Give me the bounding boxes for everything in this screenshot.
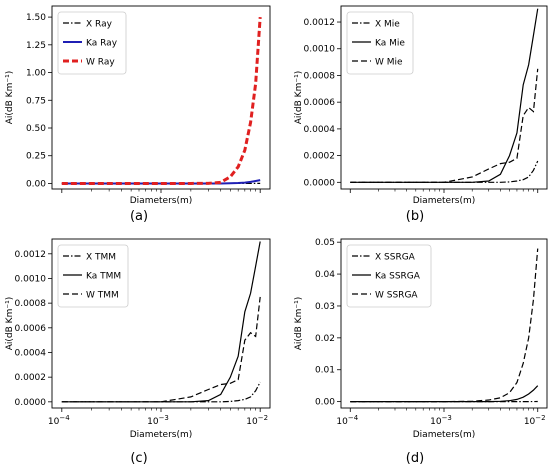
y-tick-label: 1.50	[26, 13, 46, 23]
series-line-ka-tmm	[61, 241, 261, 403]
x-tick-label: 10−2	[524, 414, 546, 427]
x-tick-label: 10−4	[336, 414, 358, 427]
panel-label-b: (b)	[406, 209, 424, 224]
series-line-x-tmm	[61, 381, 261, 403]
y-tick-label: 0.05	[315, 238, 335, 248]
legend: X Mie Ka Mie W Mie	[346, 11, 414, 75]
axes-frame	[51, 238, 271, 409]
y-axis-label: Ai(dB Km⁻¹)	[294, 297, 304, 350]
series-line-w-tmm	[61, 296, 261, 403]
x-tick-label: 10−3	[430, 414, 452, 427]
axes-frame	[340, 238, 548, 409]
legend-label: X SSRGA	[375, 253, 416, 263]
chart-panel-1: 0.00 0.25 0.50 0.75 1.00 1.25 1.50 Diameters(m)…	[5, 5, 271, 206]
y-tick-label: 0.0008	[15, 299, 47, 309]
y-tick-label: 0.50	[26, 124, 46, 134]
y-axis-label: Ai(dB Km⁻¹)	[5, 297, 15, 350]
legend-label: W TMM	[86, 291, 119, 301]
x-axis-label: Diameters(m)	[413, 430, 476, 440]
legend-box	[346, 244, 432, 308]
y-tick-label: 0.0010	[304, 45, 336, 55]
legend-box	[57, 11, 127, 75]
y-tick-label: 0.03	[315, 302, 335, 312]
panel-label-d: (d)	[406, 451, 424, 466]
y-tick-label: 0.0012	[304, 18, 336, 28]
x-axis-label: Diameters(m)	[130, 430, 193, 440]
x-tick-label: 10−4	[48, 414, 70, 427]
y-tick-label: 0.0002	[15, 373, 47, 383]
series-line-x-mie	[350, 160, 539, 183]
y-tick-label: 0.0008	[304, 71, 336, 81]
y-tick-label: 0.0004	[304, 125, 336, 135]
x-axis-label: Diameters(m)	[413, 196, 476, 206]
legend: X SSRGA Ka SSRGA W SSRGA	[346, 244, 432, 308]
y-tick-label: 0.0004	[15, 348, 47, 358]
chart-panel-2: 0.0000 0.0002 0.0004 0.0006 0.0008 0.0010 0.00…	[294, 5, 548, 206]
y-tick-label: 1.00	[26, 69, 46, 79]
y-tick-label: 0.0006	[15, 324, 47, 334]
x-axis-label: Diameters(m)	[130, 196, 193, 206]
legend-label: X Ray	[86, 20, 113, 30]
series-line-w-ssrga	[350, 248, 539, 403]
series-line-w-ray	[61, 16, 262, 185]
legend-label: W SSRGA	[375, 291, 418, 301]
axes-frame	[340, 5, 548, 190]
y-tick-label: 0.0000	[15, 398, 47, 408]
y-tick-label: 0.0006	[304, 98, 336, 108]
legend-label: Ka SSRGA	[375, 272, 421, 282]
axes-frame	[51, 5, 271, 190]
y-tick-label: 0.02	[315, 334, 335, 344]
y-tick-label: 0.25	[26, 152, 46, 162]
legend-label: Ka Mie	[375, 39, 405, 49]
y-tick-label: 0.0000	[304, 178, 336, 188]
x-tick-label: 10−3	[147, 414, 169, 427]
legend: X Ray Ka Ray W Ray	[57, 11, 127, 75]
legend-label: W Ray	[86, 58, 115, 68]
y-tick-label: 0.00	[315, 398, 335, 408]
panel-label-c: (c)	[130, 451, 147, 466]
panel-label-a: (a)	[130, 209, 148, 224]
legend-label: W Mie	[375, 58, 403, 68]
panels: 0.00 0.25 0.50 0.75 1.00 1.25 1.50 Diameters(m)…	[5, 5, 548, 440]
x-tick-label: 10−2	[246, 414, 268, 427]
legend-box	[57, 244, 129, 308]
y-tick-label: 0.01	[315, 366, 335, 376]
y-tick-label: 0.04	[315, 270, 335, 280]
chart-panel-3: 0.0000 0.0002 0.0004 0.0006 0.0008 0.0010 0.00…	[5, 238, 271, 440]
y-tick-label: 0.0010	[15, 274, 47, 284]
series-line-w-mie	[350, 68, 539, 183]
y-tick-label: 1.25	[26, 41, 46, 51]
y-tick-label: 0.0012	[15, 250, 47, 260]
series-line-ka-ssrga	[350, 385, 539, 403]
y-axis-label: Ai(dB Km⁻¹)	[5, 71, 15, 124]
y-tick-label: 0.00	[26, 179, 46, 189]
legend: X TMM Ka TMM W TMM	[57, 244, 129, 308]
chart-panel-4: 0.00 0.01 0.02 0.03 0.04 0.05 10−4 10−3 10−2 Diam…	[294, 238, 548, 440]
series-line-ka-mie	[350, 8, 539, 183]
legend-label: X TMM	[86, 253, 116, 263]
y-axis-label: Ai(dB Km⁻¹)	[294, 71, 304, 124]
y-tick-label: 0.75	[26, 96, 46, 106]
legend-label: Ka TMM	[86, 272, 121, 282]
legend-box	[346, 11, 414, 75]
legend-label: X Mie	[375, 20, 400, 30]
y-tick-label: 0.0002	[304, 152, 336, 162]
legend-label: Ka Ray	[86, 39, 118, 49]
